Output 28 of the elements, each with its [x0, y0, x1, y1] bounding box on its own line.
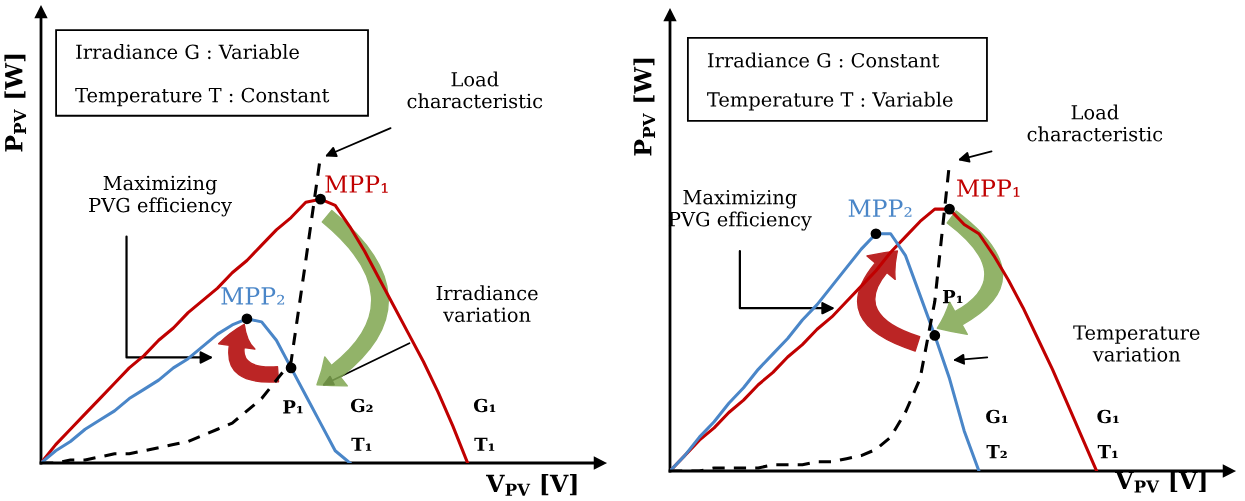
text: Temperature T : Variable [707, 91, 953, 111]
annotation: MPP₁ [957, 179, 1020, 197]
annotation: G₁ [1097, 409, 1119, 424]
annotation: P₁ [942, 289, 963, 304]
y-axis-title: P$_{PV}$ [W] [633, 58, 656, 156]
annotation: Maximizing PVG efficiency [89, 175, 232, 217]
text: Load characteristic [1027, 104, 1163, 142]
annotation: MPP₂ [848, 199, 912, 217]
annotation: Irradiance variation [436, 285, 538, 323]
annotation: T₁ [351, 437, 372, 451]
annotation: T₁ [1097, 445, 1118, 459]
x-axis-title: V$_{PV}$ [V] [1115, 470, 1206, 493]
annotation: Maximizing PVG efficiency [668, 189, 812, 231]
annotation: G₁ [986, 409, 1008, 424]
x-axis-title: V$_{PV}$ [V] [486, 474, 577, 496]
annotation: G₁ [473, 398, 496, 413]
annotation: Temperature variation [1073, 325, 1200, 362]
annotation: T₂ [986, 445, 1007, 459]
annotation: P₁ [283, 400, 303, 414]
text: Irradiance G : Constant [707, 52, 940, 68]
annotation: G₂ [350, 398, 373, 413]
annotation: MPP₁ [325, 175, 388, 193]
annotation: T₁ [474, 437, 495, 451]
y-axis-title: P$_{PV}$ [W] [4, 54, 27, 152]
annotation: MPP₂ [221, 287, 285, 305]
text: Irradiance G : Variable [76, 44, 299, 60]
text: Temperature T : Constant [75, 87, 330, 107]
text: Load characteristic [407, 71, 543, 109]
